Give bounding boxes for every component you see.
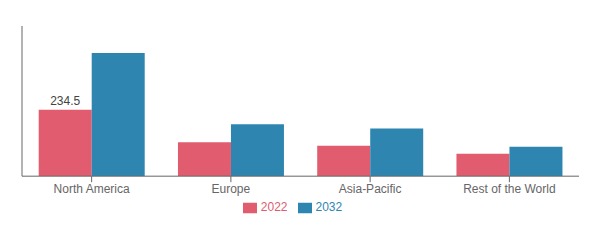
html-text:2022: 2022: [260, 200, 288, 215]
svg-text:234.5: 234.5: [50, 94, 80, 108]
svg-text:Asia-Pacific: Asia-Pacific: [339, 182, 402, 196]
svg-text:Europe: Europe: [212, 182, 251, 196]
svg-text:North America: North America: [54, 182, 130, 196]
html-text:2032: 2032: [315, 200, 343, 215]
svg-text:Rest of the World: Rest of the World: [463, 182, 555, 196]
